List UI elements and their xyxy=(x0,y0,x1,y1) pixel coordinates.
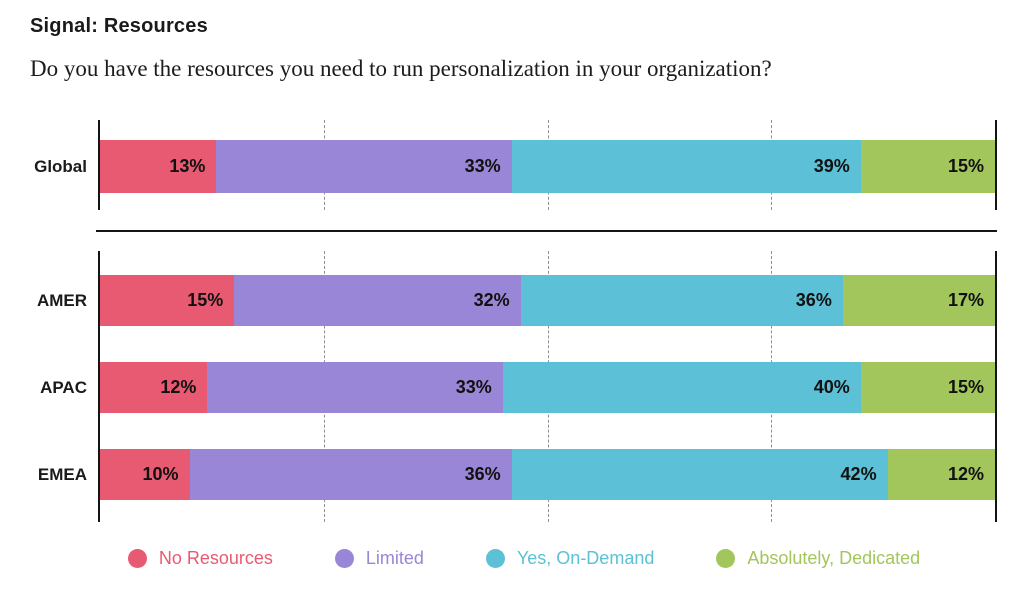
segment-amer-yes-on-demand: 36% xyxy=(520,275,843,326)
stacked-bar-apac: 12% 33% 40% 15% xyxy=(100,362,995,413)
row-label-amer: AMER xyxy=(36,290,87,310)
legend-dot-icon xyxy=(716,549,736,568)
chart-block-regions: AMER 15% 32% 36% 17% APAC 12% 33% 40% 15% EMEA 10% 3… xyxy=(37,251,997,522)
legend-dot-icon xyxy=(485,549,505,568)
stacked-bar-amer: 15% 32% 36% 17% xyxy=(100,275,995,326)
segment-emea-yes-on-demand: 42% xyxy=(511,449,888,500)
stacked-bar-emea: 10% 36% 42% 12% xyxy=(100,449,995,500)
segment-apac-no-resources: 12% xyxy=(100,362,208,413)
stacked-bar-chart: Global 13% 33% 39% 15% AMER 15% 32% 36% 17% APAC 12… xyxy=(0,120,1024,522)
segment-global-yes-on-demand: 39% xyxy=(511,140,861,193)
segment-global-absolutely-dedicated: 15% xyxy=(860,140,995,193)
chart-legend: No Resources Limited Yes, On-Demand Absolut… xyxy=(0,548,1024,569)
chart-question: Do you have the resources you need to ru… xyxy=(30,56,772,81)
segment-emea-absolutely-dedicated: 12% xyxy=(887,449,995,500)
legend-item-limited: Limited xyxy=(334,548,424,569)
legend-item-no-resources: No Resources xyxy=(127,548,273,569)
row-label-global: Global xyxy=(34,156,87,176)
chart-divider xyxy=(96,230,997,232)
legend-item-yes-on-demand: Yes, On-Demand xyxy=(485,548,655,569)
chart-title: Signal: Resources xyxy=(30,15,208,37)
segment-apac-limited: 33% xyxy=(207,362,503,413)
row-label-emea: EMEA xyxy=(37,464,87,484)
chart-block-global: Global 13% 33% 39% 15% xyxy=(34,120,997,210)
chart-header: Signal: Resources Do you have the resour… xyxy=(0,14,1024,84)
legend-dot-icon xyxy=(127,549,147,568)
legend-label: Yes, On-Demand xyxy=(516,548,655,568)
segment-emea-limited: 36% xyxy=(189,449,512,500)
segment-apac-absolutely-dedicated: 15% xyxy=(860,362,995,413)
legend-label: Limited xyxy=(365,548,424,568)
bar-row-global: Global 13% 33% 39% 15% xyxy=(34,140,995,193)
segment-amer-limited: 32% xyxy=(234,275,521,326)
row-label-apac: APAC xyxy=(40,377,87,397)
stacked-bar-global: 13% 33% 39% 15% xyxy=(100,140,995,193)
segment-amer-absolutely-dedicated: 17% xyxy=(842,275,995,326)
bar-row-amer: AMER 15% 32% 36% 17% xyxy=(37,275,995,326)
legend-dot-icon xyxy=(334,549,354,568)
segment-emea-no-resources: 10% xyxy=(100,449,190,500)
segment-global-no-resources: 13% xyxy=(100,140,217,193)
segment-amer-no-resources: 15% xyxy=(100,275,235,326)
segment-apac-yes-on-demand: 40% xyxy=(502,362,861,413)
bar-row-emea: EMEA 10% 36% 42% 12% xyxy=(38,449,995,500)
segment-global-limited: 33% xyxy=(216,140,512,193)
legend-label: Absolutely, Dedicated xyxy=(747,548,921,568)
bar-row-apac: APAC 12% 33% 40% 15% xyxy=(40,362,995,413)
legend-label: No Resources xyxy=(158,548,273,568)
legend-item-absolutely-dedicated: Absolutely, Dedicated xyxy=(716,548,920,569)
